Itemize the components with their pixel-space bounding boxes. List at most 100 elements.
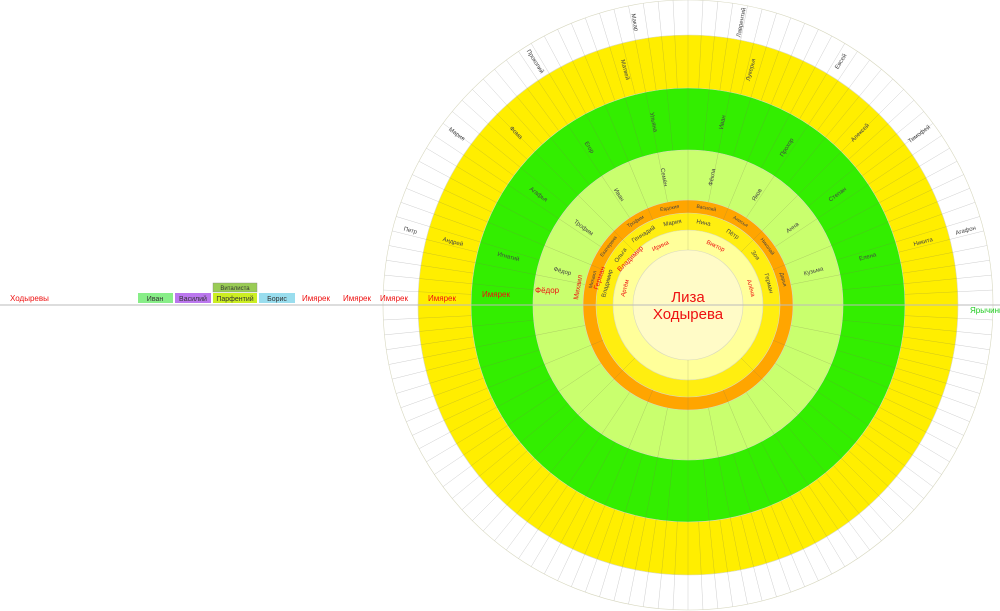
spoke-line bbox=[560, 496, 586, 544]
spoke-line bbox=[855, 133, 897, 168]
ring-label: Фёдор bbox=[553, 267, 573, 278]
spoke-line bbox=[452, 476, 480, 499]
spoke-line bbox=[526, 87, 559, 131]
spoke-line bbox=[762, 195, 798, 231]
spoke-line bbox=[518, 51, 539, 81]
spoke-line bbox=[461, 99, 489, 124]
spoke-line bbox=[903, 278, 957, 284]
spoke-line bbox=[516, 96, 551, 138]
spoke-line bbox=[456, 165, 503, 194]
spoke-line bbox=[452, 111, 480, 134]
spoke-line bbox=[443, 189, 492, 213]
ring-label: Зоя bbox=[749, 250, 760, 262]
spoke-line bbox=[426, 147, 457, 167]
legend-item-parfenty-label: Парфентий bbox=[216, 295, 253, 303]
spoke-line bbox=[740, 43, 754, 95]
spoke-line bbox=[622, 357, 636, 371]
spoke-line bbox=[388, 357, 424, 365]
spoke-line bbox=[799, 490, 828, 537]
spoke-line bbox=[661, 36, 667, 90]
spoke-line bbox=[418, 291, 472, 295]
spoke-line bbox=[472, 283, 534, 291]
inner-red-label-2: Михаил bbox=[573, 274, 584, 300]
spoke-line bbox=[956, 274, 992, 279]
spoke-line bbox=[516, 472, 551, 514]
spoke-line bbox=[732, 97, 752, 157]
spoke-line bbox=[888, 387, 938, 409]
spoke-line bbox=[642, 3, 649, 38]
spoke-line bbox=[808, 80, 839, 125]
spoke-line bbox=[585, 113, 616, 169]
spoke-line bbox=[628, 401, 649, 449]
spoke-line bbox=[942, 202, 976, 215]
spoke-line bbox=[808, 485, 839, 530]
spoke-line bbox=[896, 111, 924, 134]
spoke-line bbox=[803, 29, 819, 62]
spoke-line bbox=[434, 454, 464, 475]
spoke-line bbox=[438, 201, 488, 223]
spoke-line bbox=[831, 221, 889, 246]
spoke-line bbox=[732, 453, 752, 513]
spoke-line bbox=[904, 291, 958, 295]
spoke-line bbox=[848, 521, 870, 551]
spoke-line bbox=[507, 390, 560, 426]
spoke-line bbox=[479, 133, 521, 168]
ring-label: Агафон bbox=[955, 226, 977, 237]
spoke-line bbox=[714, 573, 719, 609]
spoke-line bbox=[799, 73, 828, 120]
spoke-line bbox=[506, 465, 543, 506]
spoke-line bbox=[674, 521, 678, 575]
spoke-line bbox=[628, 5, 636, 41]
center-name-line1: Лиза bbox=[671, 289, 705, 306]
spoke-line bbox=[775, 218, 818, 247]
spoke-line bbox=[955, 259, 990, 266]
spoke-line bbox=[826, 43, 846, 74]
ring-label: Никита bbox=[913, 237, 934, 248]
spoke-line bbox=[816, 184, 869, 220]
spoke-line bbox=[896, 476, 924, 499]
legend-top-label: Виталиста bbox=[220, 286, 250, 292]
spoke-line bbox=[824, 377, 880, 408]
spoke-line bbox=[487, 450, 528, 487]
spoke-line bbox=[557, 29, 573, 62]
ring-label: Евдокия bbox=[660, 204, 680, 214]
spoke-line bbox=[530, 536, 550, 567]
spoke-line bbox=[752, 230, 763, 241]
spoke-line bbox=[836, 349, 896, 369]
spoke-line bbox=[878, 495, 904, 521]
spoke-line bbox=[831, 364, 889, 389]
spoke-line bbox=[807, 403, 856, 443]
spoke-line bbox=[709, 36, 715, 90]
spoke-line bbox=[426, 357, 478, 371]
spoke-line bbox=[487, 221, 545, 246]
spoke-line bbox=[635, 40, 646, 93]
spoke-line bbox=[784, 245, 832, 266]
spoke-line bbox=[839, 262, 901, 276]
spoke-line bbox=[708, 152, 719, 203]
repeat-label-3: Имярек bbox=[380, 294, 408, 303]
ring-label: Алёна bbox=[745, 279, 755, 298]
spoke-line bbox=[825, 472, 860, 514]
spoke-line bbox=[537, 80, 568, 125]
spoke-line bbox=[848, 59, 870, 89]
spoke-line bbox=[839, 334, 901, 348]
spoke-line bbox=[544, 344, 592, 365]
spoke-line bbox=[740, 5, 748, 41]
spoke-line bbox=[815, 35, 832, 67]
legend-item-parfenty-box bbox=[213, 293, 257, 303]
spoke-line bbox=[780, 501, 804, 550]
spoke-line bbox=[807, 167, 856, 207]
spoke-line bbox=[648, 37, 657, 91]
spoke-line bbox=[449, 407, 497, 433]
spoke-line bbox=[604, 104, 629, 162]
spoke-line bbox=[560, 66, 586, 114]
spoke-line bbox=[585, 441, 616, 497]
spoke-line bbox=[904, 465, 934, 487]
spoke-line bbox=[946, 383, 980, 394]
spoke-line bbox=[902, 265, 956, 274]
spoke-line bbox=[825, 96, 860, 138]
spoke-line bbox=[548, 73, 577, 120]
spoke-line bbox=[506, 59, 528, 89]
spoke-line bbox=[496, 458, 535, 497]
spoke-line bbox=[869, 504, 894, 532]
